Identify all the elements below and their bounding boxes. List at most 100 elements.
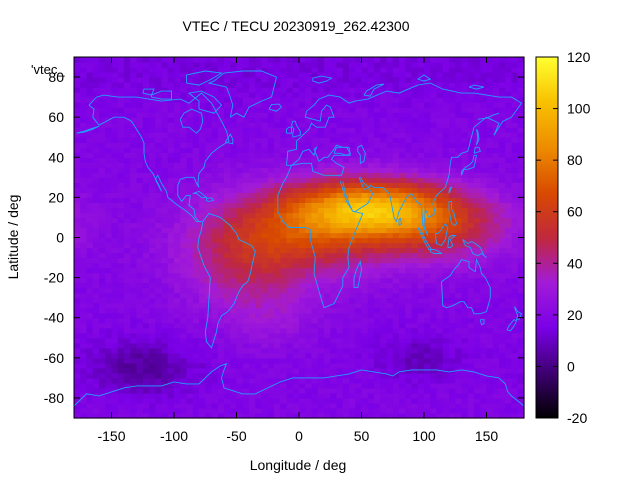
heatmap-cell <box>286 412 294 419</box>
heatmap-cell <box>380 352 388 359</box>
heatmap-cell <box>136 107 144 113</box>
heatmap-cell <box>230 182 238 188</box>
heatmap-cell <box>380 197 388 203</box>
heatmap-cell <box>142 277 150 284</box>
heatmap-cell <box>367 87 375 93</box>
heatmap-cell <box>224 297 231 304</box>
heatmap-cell <box>442 157 450 163</box>
heatmap-cell <box>411 367 419 374</box>
heatmap-cell <box>486 227 494 234</box>
heatmap-cell <box>461 322 469 329</box>
heatmap-cell <box>74 297 81 304</box>
heatmap-cell <box>186 92 194 98</box>
heatmap-cell <box>442 237 450 244</box>
heatmap-cell <box>211 162 219 168</box>
heatmap-cell <box>230 407 238 414</box>
heatmap-cell <box>511 407 519 414</box>
heatmap-cell <box>255 322 263 329</box>
heatmap-cell <box>142 77 150 83</box>
heatmap-cell <box>111 242 119 249</box>
heatmap-cell <box>467 162 475 168</box>
heatmap-cell <box>174 212 181 219</box>
heatmap-cell <box>230 297 238 304</box>
heatmap-cell <box>80 217 88 224</box>
heatmap-cell <box>330 77 338 83</box>
heatmap-cell <box>436 357 444 364</box>
heatmap-cell <box>336 307 344 314</box>
heatmap-cell <box>174 127 181 133</box>
heatmap-cell <box>161 332 169 339</box>
heatmap-cell <box>199 207 206 214</box>
heatmap-cell <box>480 197 488 203</box>
heatmap-cell <box>180 277 188 284</box>
heatmap-cell <box>255 357 263 364</box>
heatmap-cell <box>117 112 125 118</box>
heatmap-cell <box>455 357 463 364</box>
heatmap-cell <box>205 402 213 409</box>
heatmap-cell <box>367 237 375 244</box>
heatmap-cell <box>467 407 475 414</box>
heatmap-cell <box>224 262 231 269</box>
heatmap-cell <box>167 217 175 224</box>
heatmap-cell <box>455 177 463 183</box>
heatmap-cell <box>380 127 388 133</box>
heatmap-cell <box>205 247 213 254</box>
heatmap-cell <box>99 282 106 289</box>
heatmap-cell <box>342 92 350 98</box>
heatmap-cell <box>86 147 94 153</box>
heatmap-cell <box>205 322 213 329</box>
heatmap-cell <box>217 392 225 399</box>
heatmap-cell <box>411 132 419 138</box>
heatmap-cell <box>467 382 475 389</box>
heatmap-cell <box>486 127 494 133</box>
heatmap-cell <box>124 372 131 379</box>
heatmap-cell <box>174 317 181 324</box>
heatmap-cell <box>105 197 113 203</box>
heatmap-cell <box>374 372 381 379</box>
heatmap-cell <box>236 182 244 188</box>
heatmap-cell <box>355 362 363 369</box>
heatmap-cell <box>492 252 500 259</box>
heatmap-cell <box>299 217 306 224</box>
heatmap-cell <box>180 77 188 83</box>
heatmap-cell <box>349 257 356 264</box>
heatmap-cell <box>292 352 300 359</box>
heatmap-cell <box>130 292 138 299</box>
heatmap-cell <box>336 362 344 369</box>
heatmap-cell <box>455 342 463 349</box>
heatmap-cell <box>392 147 400 153</box>
heatmap-cell <box>80 192 88 198</box>
heatmap-cell <box>467 307 475 314</box>
heatmap-cell <box>430 272 438 279</box>
heatmap-cell <box>124 202 131 209</box>
heatmap-cell <box>342 357 350 364</box>
heatmap-cell <box>386 412 394 419</box>
heatmap-cell <box>124 282 131 289</box>
heatmap-cell <box>174 87 181 93</box>
heatmap-cell <box>149 167 156 173</box>
heatmap-cell <box>261 322 269 329</box>
heatmap-cell <box>74 152 81 158</box>
heatmap-cell <box>99 297 106 304</box>
heatmap-cell <box>224 207 231 214</box>
heatmap-cell <box>436 352 444 359</box>
heatmap-cell <box>349 102 356 108</box>
heatmap-cell <box>242 267 250 274</box>
heatmap-cell <box>86 262 94 269</box>
heatmap-cell <box>161 407 169 414</box>
heatmap-cell <box>511 297 519 304</box>
heatmap-cell <box>149 67 156 73</box>
heatmap-cell <box>480 377 488 384</box>
heatmap-cell <box>392 167 400 173</box>
heatmap-cell <box>399 232 406 239</box>
heatmap-cell <box>130 382 138 389</box>
heatmap-cell <box>330 337 338 344</box>
heatmap-cell <box>474 327 481 334</box>
heatmap-cell <box>480 347 488 354</box>
heatmap-cell <box>274 152 281 158</box>
heatmap-cell <box>380 327 388 334</box>
heatmap-cell <box>217 397 225 404</box>
heatmap-cell <box>92 177 100 183</box>
heatmap-cell <box>342 367 350 374</box>
heatmap-cell <box>399 347 406 354</box>
